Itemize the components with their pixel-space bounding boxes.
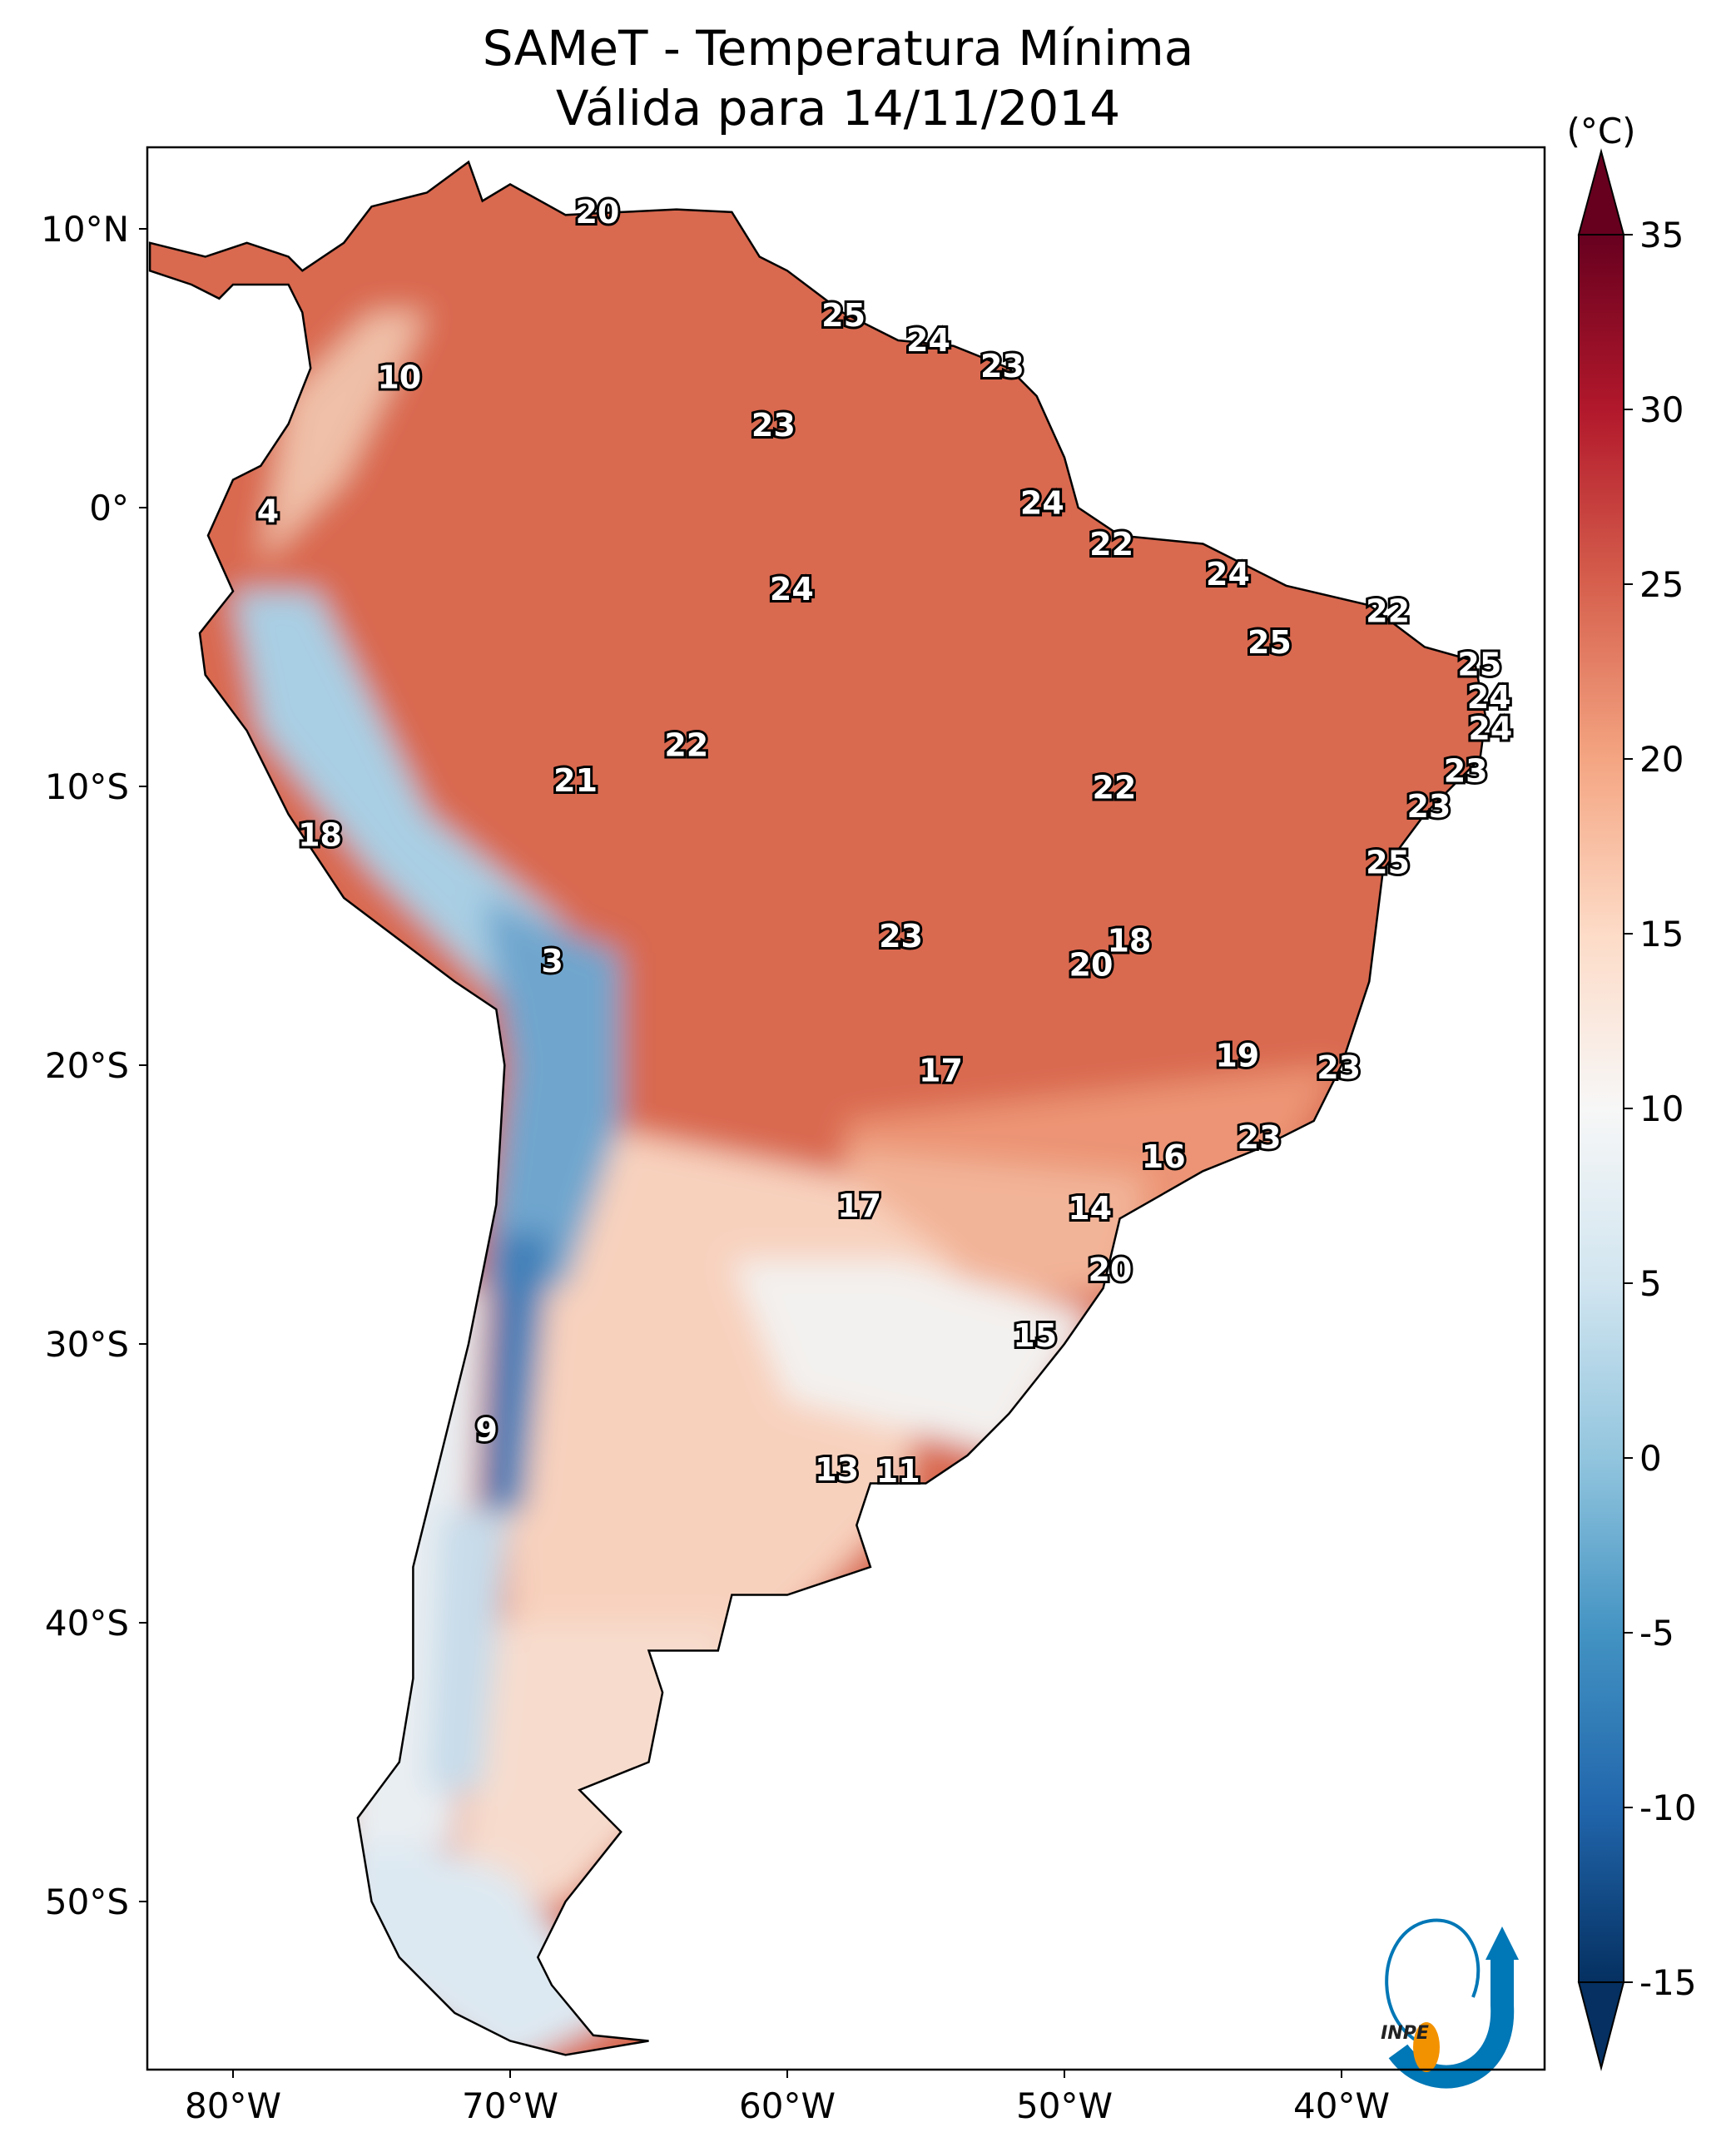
temperature-label: 25: [1366, 844, 1410, 880]
temperature-label: 13: [815, 1451, 859, 1488]
temperature-label: 25: [1247, 624, 1292, 661]
colorbar-tick-label: 30: [1639, 389, 1684, 430]
temperature-label: 19: [1215, 1037, 1259, 1074]
temperature-label: 25: [1457, 646, 1501, 682]
x-tick-label: 40°W: [1293, 2085, 1390, 2126]
temperature-label: 24: [1467, 679, 1511, 716]
temperature-label: 17: [919, 1052, 963, 1088]
temperature-label: 23: [751, 407, 796, 444]
temperature-label: 16: [1142, 1138, 1186, 1175]
temperature-label: 20: [1069, 947, 1114, 984]
temperature-label: 23: [980, 348, 1024, 384]
colorbar-tick-label: -10: [1639, 1788, 1697, 1828]
colorbar-tick-label: 35: [1639, 215, 1684, 255]
temperature-label: 22: [1366, 593, 1410, 629]
y-tick-label: 10°N: [41, 209, 129, 250]
field-colombia-andes: [260, 312, 428, 563]
title-line-2: Válida para 14/11/2014: [556, 80, 1120, 136]
y-tick-label: 0°: [89, 488, 129, 528]
field-pampa-white: [732, 1260, 1093, 1455]
colorbar-tick-label: -5: [1639, 1613, 1674, 1654]
colorbar-lower-extension: [1577, 1981, 1625, 2071]
temperature-label: 20: [575, 194, 619, 231]
temperature-label: 24: [906, 322, 950, 359]
colorbar-tick-label: 0: [1639, 1438, 1662, 1479]
colorbar: (°C) 35 30 25 20 15 10 5 0 -5 -10 -15: [1566, 111, 1697, 2071]
temperature-label: 11: [876, 1453, 920, 1490]
temperature-label: 23: [1238, 1119, 1282, 1156]
field-peru-andes: [233, 591, 566, 1009]
field-andes-south: [482, 1232, 552, 1511]
y-axis: 10°N 0° 10°S 20°S 30°S 40°S 50°S: [41, 209, 147, 1922]
temperature-label: 15: [1013, 1317, 1057, 1354]
colorbar-tick-label: 20: [1639, 739, 1684, 780]
temperature-label: 23: [1406, 788, 1451, 825]
temperature-label: 23: [1317, 1049, 1361, 1086]
colorbar-tick-label: 10: [1639, 1088, 1684, 1129]
temperature-label: 24: [1020, 485, 1064, 522]
y-tick-label: 20°S: [45, 1045, 129, 1086]
y-tick-label: 10°S: [45, 766, 129, 807]
logo-text: INPE: [1381, 2023, 1429, 2044]
temperature-label: 22: [1092, 769, 1136, 806]
x-tick-label: 80°W: [185, 2085, 281, 2126]
y-tick-label: 30°S: [45, 1324, 129, 1365]
temperature-label: 18: [298, 817, 342, 854]
temperature-label: 23: [879, 918, 923, 955]
y-tick-label: 40°S: [45, 1603, 129, 1644]
inpe-logo: INPE: [1381, 1918, 1519, 2089]
colorbar-tick-label: -15: [1639, 1962, 1697, 2003]
temperature-label: 24: [770, 571, 814, 607]
temperature-label: 22: [664, 726, 708, 763]
temperature-label: 25: [821, 297, 866, 334]
title-line-1: SAMeT - Temperatura Mínima: [483, 20, 1194, 77]
x-tick-label: 70°W: [462, 2085, 558, 2126]
temperature-label: 3: [541, 943, 563, 979]
logo-swirl: [1385, 1918, 1481, 2049]
temperature-label: 20: [1088, 1252, 1132, 1288]
temperature-label: 17: [837, 1188, 881, 1224]
colorbar-tick-label: 15: [1639, 914, 1684, 955]
x-tick-label: 50°W: [1016, 2085, 1113, 2126]
x-axis: 80°W 70°W 60°W 50°W 40°W: [185, 2070, 1390, 2126]
coastline: [148, 160, 1487, 2056]
colorbar-bar: [1578, 234, 1624, 1983]
temperature-label: 24: [1206, 556, 1250, 593]
colorbar-unit-label: (°C): [1566, 111, 1635, 151]
colorbar-tick-label: 5: [1639, 1263, 1662, 1304]
temperature-label: 9: [475, 1412, 497, 1449]
logo-sun: [1413, 2022, 1440, 2072]
y-tick-label: 50°S: [45, 1882, 129, 1922]
temperature-label: 4: [257, 493, 279, 529]
temperature-label: 14: [1068, 1190, 1112, 1227]
logo-arrow-icon: [1486, 1926, 1519, 1960]
field-andes-patagonia: [427, 1511, 510, 1790]
temperature-label: 18: [1107, 922, 1151, 959]
temperature-label: 23: [1444, 753, 1488, 790]
temperature-label: 21: [553, 762, 598, 799]
colorbar-ticks: 35 30 25 20 15 10 5 0 -5 -10 -15: [1624, 215, 1697, 2003]
colorbar-upper-extension: [1577, 148, 1625, 236]
field-altiplano: [482, 898, 622, 1288]
map-frame: [146, 146, 1546, 2071]
field-patagonia-south: [344, 1817, 622, 2055]
temperature-label: 22: [1089, 526, 1133, 563]
x-tick-label: 60°W: [739, 2085, 836, 2126]
temperature-label: 24: [1468, 711, 1512, 747]
logo-arc: [1388, 1956, 1515, 2089]
temperature-label: 10: [377, 359, 421, 396]
colorbar-tick-label: 25: [1639, 564, 1684, 605]
